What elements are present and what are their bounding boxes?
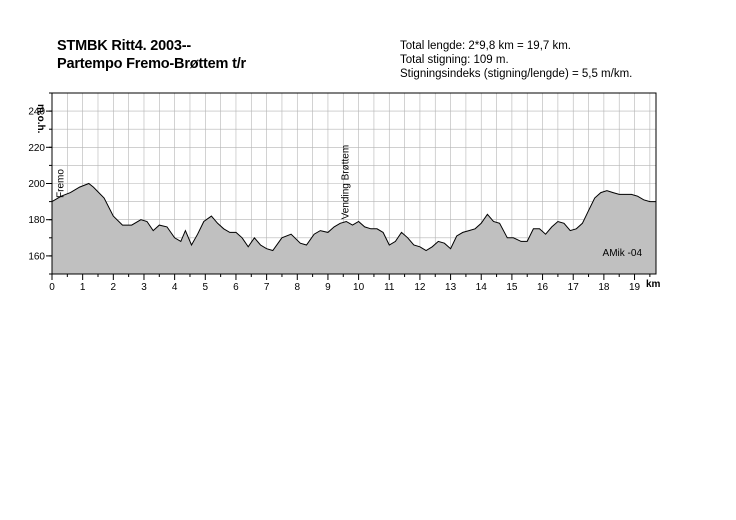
info-total-climb: Total stigning: 109 m. — [400, 54, 509, 66]
annotation-author: AMik -04 — [603, 248, 643, 259]
x-tick-label: 13 — [445, 282, 457, 293]
x-tick-label: 15 — [506, 282, 518, 293]
x-tick-label: 5 — [203, 282, 209, 293]
y-axis-label: m.o.h. — [35, 104, 46, 134]
y-tick-label: 220 — [28, 143, 45, 154]
x-tick-label: 19 — [629, 282, 641, 293]
info-total-length: Total lengde: 2*9,8 km = 19,7 km. — [400, 40, 572, 52]
x-tick-label: 18 — [598, 282, 610, 293]
x-tick-label: 4 — [172, 282, 178, 293]
y-tick-label: 160 — [28, 251, 45, 262]
annotation-fremo: Fremo — [56, 169, 67, 198]
x-axis-label: km — [646, 279, 661, 290]
x-tick-label: 2 — [111, 282, 117, 293]
annotation-vending-brottem: Vending Brøttem — [340, 145, 351, 219]
y-tick-label: 200 — [28, 179, 45, 190]
chart-title: STMBK Ritt4. 2003-- — [57, 38, 191, 54]
y-tick-label: 180 — [28, 215, 45, 226]
annotations: Fremo Vending Brøttem AMik -04 — [56, 145, 643, 259]
x-tick-label: 0 — [49, 282, 55, 293]
x-tick-label: 3 — [141, 282, 147, 293]
x-tick-label: 17 — [568, 282, 580, 293]
chart-subtitle: Partempo Fremo-Brøttem t/r — [57, 56, 246, 72]
x-tick-label: 6 — [233, 282, 239, 293]
y-axis: 160 180 200 220 240 — [28, 92, 52, 275]
x-tick-label: 7 — [264, 282, 270, 293]
y-tick-label: 240 — [28, 107, 45, 118]
info-climb-index: Stigningsindeks (stigning/lengde) = 5,5 … — [400, 68, 633, 80]
x-tick-label: 11 — [384, 282, 395, 293]
x-tick-label: 12 — [414, 282, 426, 293]
elevation-area — [52, 183, 656, 274]
x-tick-label: 16 — [537, 282, 549, 293]
x-tick-label: 9 — [325, 282, 331, 293]
elevation-line — [51, 182, 656, 252]
x-axis: 0 1 2 3 4 5 6 7 8 9 10 11 12 13 14 15 16 17 18 19 — [49, 274, 651, 293]
x-tick-label: 10 — [353, 282, 365, 293]
x-tick-label: 14 — [476, 282, 488, 293]
x-tick-label: 1 — [80, 282, 86, 293]
x-tick-label: 8 — [294, 282, 300, 293]
